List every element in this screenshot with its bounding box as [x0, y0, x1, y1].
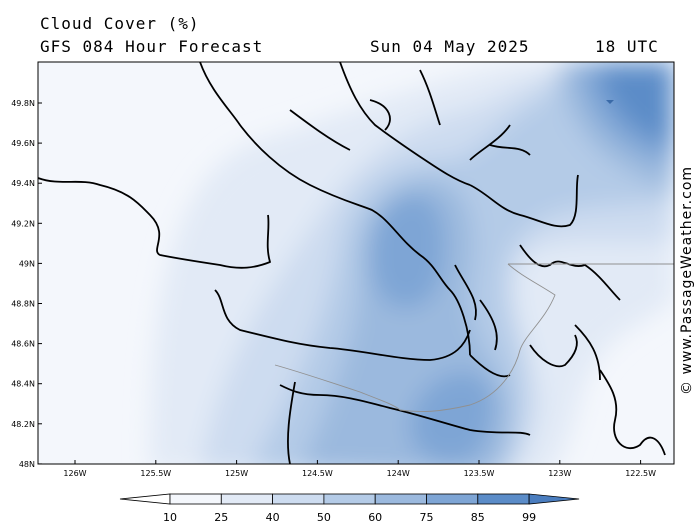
longitude-axis: 126W 125.5W 125W 124.5W 124W 123.5W 123W 122.5W — [63, 460, 656, 478]
juan-de-fuca-border — [274, 364, 401, 411]
coastlines — [38, 62, 666, 464]
mainland-coast-east — [469, 174, 579, 228]
lon-tick-label: 122.5W — [625, 469, 656, 478]
legend-swatch — [374, 493, 427, 505]
legend-level-label: 40 — [266, 511, 280, 524]
legend-level-label: 25 — [214, 511, 228, 524]
lat-tick-label: 48.8N — [11, 300, 35, 309]
credit-text: © www.PassageWeather.com — [679, 165, 695, 395]
lat-tick-label: 48.2N — [11, 420, 35, 429]
vancouver-island-inner-coast — [199, 62, 471, 356]
legend-level-label: 10 — [163, 511, 177, 524]
lat-tick-label: 49.8N — [11, 99, 35, 108]
mainland-coast-north — [339, 62, 471, 186]
sunshine-coast-inlets — [469, 124, 531, 161]
lon-tick-label: 124.5W — [302, 469, 333, 478]
lat-tick-label: 49.4N — [11, 179, 35, 188]
lower-mainland-coast — [519, 244, 621, 301]
vancouver-island-south-coast — [214, 289, 471, 361]
legend-high-arrow — [528, 493, 580, 505]
puget-sound-inlets — [599, 369, 666, 456]
lat-tick-label: 48.6N — [11, 340, 35, 349]
legend-swatch — [426, 493, 479, 505]
gulf-island-1 — [454, 264, 477, 321]
legend-low-arrow — [119, 493, 171, 505]
lon-tick-label: 125W — [225, 469, 248, 478]
cloud-level-10 — [600, 62, 674, 145]
lat-tick-label: 48.4N — [11, 380, 35, 389]
lon-tick-label: 123W — [548, 469, 571, 478]
cloud-cover-field — [38, 62, 674, 464]
valid-time: 18 UTC — [595, 37, 659, 56]
legend-swatch — [169, 493, 222, 505]
color-legend: 10 25 40 50 60 75 85 99 — [119, 493, 580, 524]
chart-title: Cloud Cover (%) — [40, 14, 200, 33]
forecast-subtitle: GFS 084 Hour Forecast — [40, 37, 264, 56]
legend-level-label: 75 — [420, 511, 434, 524]
lat-tick-label: 49.6N — [11, 139, 35, 148]
olympic-peninsula-coast — [287, 381, 296, 464]
whidbey-island — [574, 324, 601, 381]
legend-swatch — [220, 493, 274, 505]
lat-tick-label: 49N — [19, 259, 35, 268]
lon-tick-label: 125.5W — [140, 469, 171, 478]
lon-tick-label: 124W — [387, 469, 410, 478]
legend-swatch — [323, 493, 376, 505]
canada-us-border-water — [399, 263, 556, 413]
legend-swatch — [477, 493, 530, 505]
legend-level-label: 99 — [522, 511, 536, 524]
lat-tick-label: 48N — [19, 460, 35, 469]
latitude-axis: 49.8N 49.6N 49.4N 49.2N 49N 48.8N 48.6N 48.4N 48… — [11, 99, 42, 469]
saanich-peninsula — [469, 354, 511, 378]
lon-tick-label: 123.5W — [464, 469, 495, 478]
northern-islands — [289, 69, 441, 151]
legend-level-label: 60 — [368, 511, 382, 524]
lon-tick-label: 126W — [63, 469, 86, 478]
lat-tick-label: 49.2N — [11, 219, 35, 228]
vancouver-island-north-coast — [38, 177, 271, 269]
legend-swatch — [272, 493, 325, 505]
cloud-level-7 — [409, 372, 494, 464]
gulf-island-2 — [479, 299, 498, 351]
legend-level-label: 85 — [471, 511, 485, 524]
puget-sound-west — [529, 334, 578, 368]
location-marker-icon — [606, 100, 614, 104]
juan-de-fuca-south-shore — [279, 384, 531, 436]
valid-date: Sun 04 May 2025 — [370, 37, 530, 56]
borders — [274, 263, 674, 413]
legend-level-label: 50 — [317, 511, 331, 524]
